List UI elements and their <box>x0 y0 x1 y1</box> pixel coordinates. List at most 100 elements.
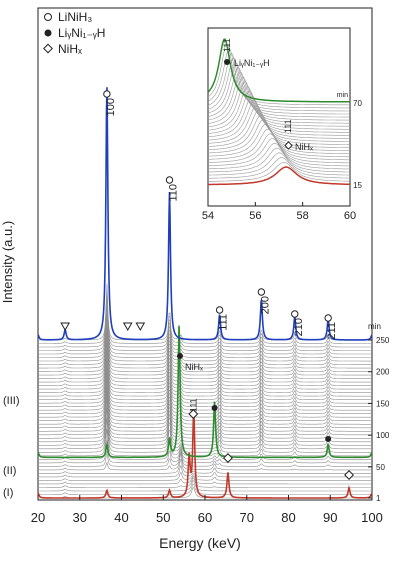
peak-marker-open-circle <box>257 288 266 296</box>
legend: LiNiH₃ LiᵧNi₁₋ᵧH NiHₓ <box>43 10 105 56</box>
x-tick-label: 40 <box>114 510 128 525</box>
inset-filled-circle-icon <box>224 59 230 65</box>
waterfall-trace <box>38 364 372 421</box>
stage-label-i: (I) <box>3 487 13 499</box>
inset-trace <box>207 105 350 145</box>
inset-peak-name-a: LiᵧNi₁₋ᵧH <box>234 58 270 68</box>
waterfall-trace <box>38 475 372 485</box>
time-tick-label: 1 <box>376 494 381 503</box>
x-tick-label: 70 <box>240 510 254 525</box>
waterfall-trace <box>38 394 372 450</box>
series-line-2 <box>37 87 373 341</box>
mid-peak-label-111: 111 <box>188 398 198 412</box>
x-tick-label: 80 <box>281 510 295 525</box>
stage-label-iii: (III) <box>3 395 20 407</box>
open-diamond-marker <box>223 453 233 463</box>
peak-marker-open-circle <box>165 176 174 184</box>
peak-marker-open-circle <box>291 310 299 318</box>
inset-trace <box>207 147 350 173</box>
series-line-1 <box>37 325 373 459</box>
inset-x-tick-label: 58 <box>297 210 309 222</box>
peak-label: 100 <box>105 98 117 116</box>
inset-trace <box>208 166 350 186</box>
waterfall-trace <box>38 483 372 495</box>
waterfall-trace <box>38 311 372 369</box>
waterfall-trace <box>38 322 372 379</box>
waterfall-trace <box>38 294 372 351</box>
inset-trace <box>208 142 350 170</box>
inset-chart: 54 56 58 60 min 70 15 111 LiᵧNi₁₋ᵧH 111 NiH… <box>202 27 362 222</box>
inset-trace <box>207 95 350 139</box>
waterfall-trace <box>38 308 372 365</box>
inset-trace <box>207 114 350 151</box>
filled-circle-marker <box>176 353 183 359</box>
waterfall-trace <box>38 332 372 390</box>
waterfall-trace <box>38 315 372 372</box>
mid-peak-label-nihx: NiHₓ <box>185 362 203 372</box>
filled-circle-marker <box>211 405 218 411</box>
peak-label: 210 <box>293 318 305 336</box>
waterfall-trace <box>38 367 372 425</box>
waterfall-trace <box>38 451 372 467</box>
y-axis-label: Intensity (a.u.) <box>0 221 15 303</box>
peak-label: 110 <box>168 184 180 202</box>
inset-trace <box>207 38 350 103</box>
inset-trace <box>207 81 350 130</box>
inset-trace <box>208 162 350 182</box>
legend-label-0: LiNiH₃ <box>58 10 92 24</box>
x-tick-label: 20 <box>31 510 45 525</box>
waterfall-trace <box>38 439 372 464</box>
legend-label-2: NiHₓ <box>58 42 82 56</box>
waterfall-trace <box>38 378 372 436</box>
inset-trace <box>207 119 350 154</box>
inset-x-tick-label: 60 <box>344 210 356 222</box>
triangle-marker <box>60 322 70 332</box>
waterfall-trace <box>38 381 372 439</box>
time-tick-label: 200 <box>376 368 390 377</box>
time-tick-label: 100 <box>376 431 390 440</box>
waterfall-trace <box>38 464 372 478</box>
time-axis-unit: min <box>368 322 381 331</box>
waterfall-trace <box>38 477 372 488</box>
triangle-marker <box>122 322 133 332</box>
inset-trace <box>207 48 350 109</box>
x-axis: 20 30 40 50 60 70 80 90 100 <box>31 495 383 525</box>
inset-time-70: 70 <box>353 99 362 108</box>
inset-trace <box>207 124 350 158</box>
waterfall-trace <box>38 371 372 429</box>
inset-trace <box>208 128 350 161</box>
inset-trace <box>207 76 351 127</box>
peak-marker-open-circle <box>324 314 332 322</box>
inset-trace <box>208 100 350 142</box>
legend-open-diamond-icon <box>43 43 53 54</box>
inset-trace <box>207 90 350 136</box>
x-axis-label: Energy (keV) <box>159 535 241 551</box>
inset-trace <box>207 71 350 124</box>
inset-x-tick-label: 54 <box>202 210 214 222</box>
legend-open-circle-icon <box>44 13 52 21</box>
inset-peak-name-b: NiHₓ <box>295 142 313 152</box>
x-tick-label: 30 <box>73 510 87 525</box>
inset-trace <box>208 152 350 176</box>
legend-filled-circle-icon <box>44 29 52 37</box>
x-tick-label: 90 <box>323 510 337 525</box>
waterfall-trace <box>38 353 372 411</box>
x-tick-label: 60 <box>198 510 212 525</box>
waterfall-trace <box>38 405 372 453</box>
waterfall-trace <box>38 329 372 386</box>
inset-trace <box>207 43 350 106</box>
inset-traces <box>207 38 351 186</box>
waterfall-trace <box>38 336 372 393</box>
waterfall-trace <box>38 287 372 344</box>
stage-label-ii: (II) <box>3 465 16 477</box>
waterfall-trace <box>38 304 372 362</box>
inset-peak-label-111-b: 111 <box>283 119 293 133</box>
waterfall-trace <box>38 479 372 492</box>
waterfall-trace <box>38 301 372 358</box>
waterfall-trace <box>38 458 372 474</box>
inset-trace <box>208 157 351 179</box>
inset-time-unit: min <box>337 92 348 99</box>
